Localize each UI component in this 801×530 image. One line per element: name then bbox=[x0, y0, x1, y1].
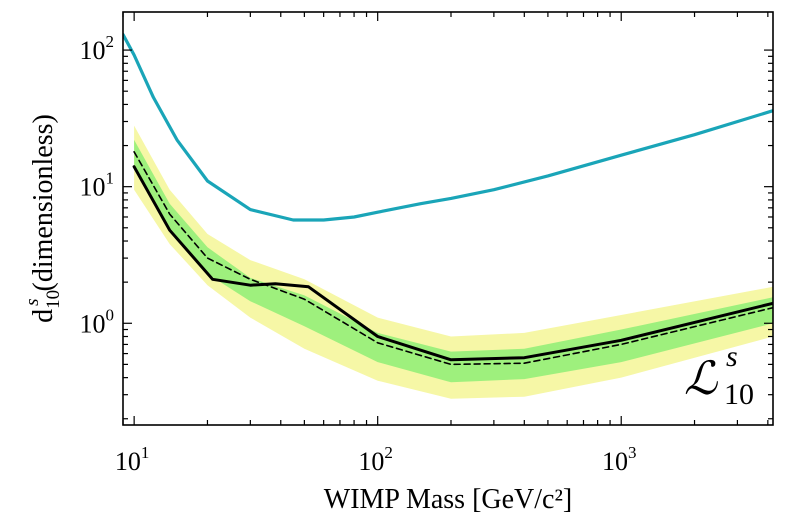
y-axis-label: d10s (dimensionless) bbox=[22, 114, 64, 323]
x-tick-label: 101 bbox=[115, 443, 150, 476]
line-upper-curve bbox=[123, 32, 773, 222]
y-tick-label: 101 bbox=[80, 169, 115, 202]
y-axis-label-main: d bbox=[28, 309, 59, 323]
line-expected bbox=[133, 151, 773, 366]
tick-labels: 101 102 103 100 101 102 bbox=[80, 32, 637, 476]
legend-symbol: ℒ bbox=[684, 353, 718, 404]
series-lines bbox=[123, 32, 773, 366]
x-tick-label: 102 bbox=[358, 443, 393, 476]
y-axis-label-sup: s bbox=[22, 298, 43, 305]
line-observed bbox=[132, 165, 773, 362]
y-tick-label: 100 bbox=[80, 305, 115, 338]
x-axis-label: WIMP Mass [GeV/c²] bbox=[324, 484, 572, 515]
band-2-sigma bbox=[134, 125, 773, 399]
confidence-bands bbox=[134, 125, 773, 399]
legend-superscript: s bbox=[726, 340, 738, 373]
y-tick-label: 102 bbox=[80, 32, 115, 65]
y-axis-label-rest: (dimensionless) bbox=[28, 114, 59, 298]
x-tick-label: 103 bbox=[602, 443, 637, 476]
y-axis-label-sub: 10 bbox=[43, 290, 64, 309]
legend-subscript: 10 bbox=[724, 378, 754, 411]
legend: ℒ s 10 bbox=[684, 340, 754, 411]
axis-ticks bbox=[122, 12, 773, 425]
plot-frame bbox=[122, 11, 774, 426]
